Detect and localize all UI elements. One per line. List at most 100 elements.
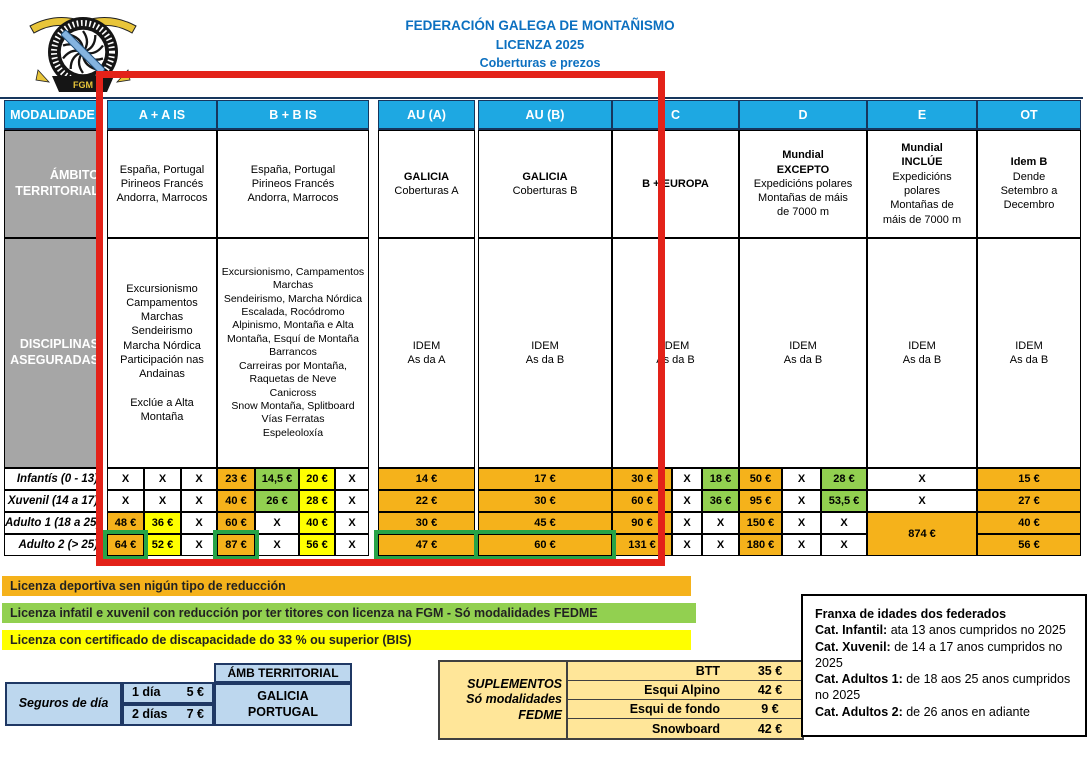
price-cell-na: X (782, 490, 821, 512)
age-ranges-title: Franxa de idades dos federados (815, 607, 1007, 621)
price-cell: 18 € (702, 468, 739, 490)
ambito-e: Mundial INCLÚE Expedicións polares Monta… (867, 130, 977, 238)
price-cell-na: X (782, 534, 821, 556)
price-cell: 20 € (299, 468, 335, 490)
price-cell: 30 € (478, 490, 612, 512)
price-cell-na: X (181, 468, 217, 490)
col-header-au-b: AU (B) (478, 100, 612, 130)
price-cell: 40 € (299, 512, 335, 534)
price-cell-na: X (107, 490, 144, 512)
disciplinas-ot: IDEM As da B (977, 238, 1081, 468)
price-cell-na: X (181, 512, 217, 534)
price-row: Infantís (0 - 13) X X X 23 €14,5 €20 € X 14 €1… (4, 468, 1081, 490)
price-cell-na: X (672, 468, 702, 490)
row-label-ambito: ÁMBITO TERRITORIAL (4, 130, 101, 238)
license-table: MODALIDADE A + A IS B + B IS AU (A) AU (… (4, 100, 1081, 560)
price-row-label: Adulto 1 (18 a 25) (4, 512, 101, 534)
title-line-3: Coberturas e prezos (479, 56, 601, 70)
suplemento-price: 42 € (757, 721, 783, 736)
ambito-territorial-row: ÁMBITO TERRITORIAL España, Portugal Piri… (4, 130, 1081, 238)
age-range-label: Cat. Infantil: (815, 623, 888, 638)
seguros-row-1dia: 1 día 5 € (122, 682, 214, 704)
price-cell: 180 € (739, 534, 782, 556)
col-header-d: D (739, 100, 867, 130)
ambito-ot-sub: Dende Setembro a Decembro (1000, 170, 1058, 212)
price-cell-na: X (782, 468, 821, 490)
disciplinas-a: Excursionismo Campamentos Marchas Sendei… (107, 238, 217, 468)
legend-tutor-reduction: Licenza infatil e xuvenil con reducción … (2, 603, 696, 623)
price-cell-na: X (672, 512, 702, 534)
legend-disability: Licenza con certificado de discapacidade… (2, 630, 691, 650)
price-cell-na: X (672, 534, 702, 556)
age-range-text: de 14 a 17 anos cumpridos no 2025 (815, 639, 1063, 670)
price-cell: 30 € (612, 468, 672, 490)
suplemento-row: BTT 35 € (568, 662, 802, 681)
document-title: FEDERACIÓN GALEGA DE MONTAÑISMO LICENZA … (330, 16, 750, 73)
ambito-c: B + EUROPA (612, 130, 739, 238)
price-cell: 90 € (612, 512, 672, 534)
seguros-row-2dias: 2 días 7 € (122, 704, 214, 726)
price-cell-highlighted: 60 € (474, 530, 616, 560)
fgm-logo: FGM (29, 16, 137, 92)
amb-territorial-header: ÁMB TERRITORIAL (214, 663, 352, 683)
age-range-label: Cat. Adultos 1: (815, 672, 903, 686)
col-header-c: C (612, 100, 739, 130)
price-cell: 95 € (739, 490, 782, 512)
ambito-b: España, Portugal Pirineos Francés Andorr… (217, 130, 369, 238)
price-cell: 36 € (702, 490, 739, 512)
price-cell-na: X (867, 468, 977, 490)
price-cell: 60 € (217, 512, 255, 534)
price-cell-na: X (672, 490, 702, 512)
price-cell-na: X (782, 512, 821, 534)
price-cell: 14 € (378, 468, 475, 490)
ambito-d-sub: Expedicións polares Montañas de máis de … (753, 177, 853, 219)
price-cell-highlighted: 47 € (374, 530, 479, 560)
price-cell-highlighted: 64 € (103, 530, 148, 560)
age-range-text: de 18 aos 25 anos cumpridos no 2025 (815, 672, 1071, 703)
price-cell: 50 € (739, 468, 782, 490)
column-gap (369, 534, 378, 556)
title-line-2: LICENZA 2025 (495, 37, 585, 52)
ambito-au-b-title: GALICIA (522, 170, 568, 183)
ambito-au-b: GALICIA Coberturas B (478, 130, 612, 238)
amb-territorial-value: GALICIA PORTUGAL (214, 683, 352, 726)
ambito-ot-title: Idem B (1010, 156, 1048, 169)
price-cell: 56 € (977, 534, 1081, 556)
age-range-item: Cat. Adultos 1: de 18 aos 25 anos cumpri… (815, 671, 1075, 704)
price-cell: 28 € (821, 468, 867, 490)
suplemento-row: Esqui de fondo 9 € (568, 700, 802, 719)
price-cell: 150 € (739, 512, 782, 534)
price-cell-na: X (335, 512, 369, 534)
ambito-au-a-sub: Coberturas A (394, 185, 459, 197)
price-cell: 14,5 € (255, 468, 299, 490)
price-cell-na: X (335, 490, 369, 512)
price-cell-na: X (255, 512, 299, 534)
suplementos-table: SUPLEMENTOS Só modalidades FEDME BTT 35 … (438, 660, 804, 740)
price-cell: 15 € (977, 468, 1081, 490)
suplemento-label: BTT (695, 664, 720, 678)
age-range-item: Cat. Adultos 2: de 26 anos en adiante (815, 704, 1075, 720)
price-cell: 22 € (378, 490, 475, 512)
price-cell: 27 € (977, 490, 1081, 512)
column-gap (369, 512, 378, 534)
price-cell: 60 € (612, 490, 672, 512)
price-cell-na: X (255, 534, 299, 556)
price-row: Adulto 2 (> 25) 64 €52 € X 87 € X 56 € X 47 €60… (4, 530, 1081, 560)
age-range-label: Cat. Xuvenil: (815, 639, 891, 654)
price-cell-na: X (144, 490, 181, 512)
col-header-ot: OT (977, 100, 1081, 130)
age-range-item: Cat. Infantil: ata 13 anos cumpridos no … (815, 622, 1075, 638)
price-cell: 53,5 € (821, 490, 867, 512)
ambito-e-title: Mundial INCLÚE (901, 142, 943, 169)
column-gap (369, 468, 378, 490)
price-row-label: Xuvenil (14 a 17) (4, 490, 101, 512)
age-range-text: ata 13 anos cumpridos no 2025 (887, 623, 1066, 638)
suplementos-rows: BTT 35 € Esqui Alpino 42 € Esqui de fond… (568, 662, 802, 738)
price-cell-na: X (144, 468, 181, 490)
ambito-d: Mundial EXCEPTO Expedicións polares Mont… (739, 130, 867, 238)
disciplinas-d: IDEM As da B (739, 238, 867, 468)
suplemento-price: 9 € (761, 702, 779, 716)
logo-banner-text: FGM (73, 80, 93, 90)
price-cell-na: X (821, 512, 867, 534)
corner-header: MODALIDADE (4, 100, 101, 130)
